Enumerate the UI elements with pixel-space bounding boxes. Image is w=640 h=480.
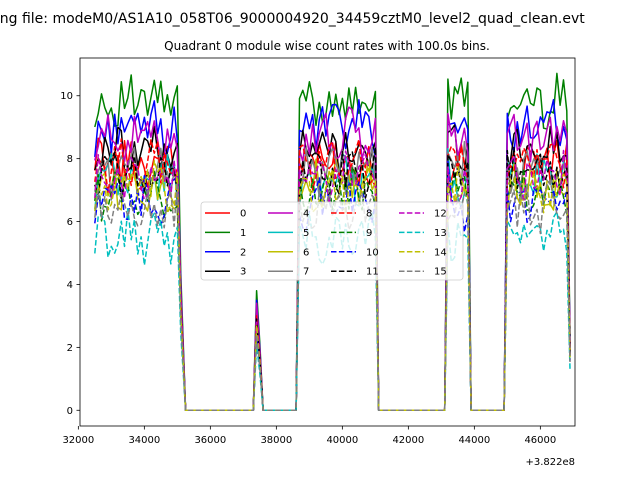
- figure-suptitle: Plotting file: modeM0/AS1A10_058T06_9000…: [0, 11, 585, 27]
- x-tick-label: 42000: [392, 435, 424, 446]
- series-line-13: [94, 207, 571, 412]
- legend-label-9: 9: [366, 228, 372, 239]
- y-tick-label: 2: [67, 343, 73, 354]
- series-lines-group: [94, 72, 571, 412]
- series-line-14: [94, 159, 571, 412]
- series-line-12: [94, 149, 571, 412]
- legend-label-12: 12: [434, 209, 447, 220]
- y-tick-label: 6: [67, 217, 73, 228]
- legend-label-5: 5: [303, 228, 309, 239]
- y-tick-label: 10: [60, 91, 73, 102]
- x-tick-label: 46000: [524, 435, 556, 446]
- legend-label-6: 6: [303, 247, 309, 258]
- series-line-2: [94, 98, 571, 412]
- series-line-15: [94, 179, 571, 412]
- axes-title: Quadrant 0 module wise count rates with …: [164, 39, 490, 53]
- legend-frame: [200, 201, 464, 281]
- legend-label-14: 14: [434, 247, 447, 258]
- y-tick-label: 8: [67, 154, 73, 165]
- y-tick-label: 0: [67, 406, 73, 417]
- x-tick-label: 40000: [326, 435, 358, 446]
- legend-label-3: 3: [240, 267, 246, 278]
- x-tick-label: 38000: [260, 435, 292, 446]
- legend-label-0: 0: [240, 209, 246, 220]
- legend-label-15: 15: [434, 267, 447, 278]
- legend-label-4: 4: [303, 209, 309, 220]
- x-tick-label: 32000: [62, 435, 94, 446]
- legend-label-2: 2: [240, 247, 246, 258]
- legend-label-11: 11: [366, 267, 379, 278]
- series-line-3: [94, 124, 571, 412]
- x-tick-label: 36000: [194, 435, 226, 446]
- y-tick-label: 4: [67, 280, 73, 291]
- legend-label-13: 13: [434, 228, 447, 239]
- legend-label-10: 10: [366, 247, 379, 258]
- x-offset-label: +3.822e8: [525, 457, 575, 468]
- legend-label-7: 7: [303, 267, 309, 278]
- axes-frame: [79, 57, 576, 427]
- series-line-4: [94, 106, 571, 412]
- plot-area: 32000 34000 36000 38000 40000 42000 44000 46000…: [60, 57, 576, 446]
- legend-label-8: 8: [366, 209, 372, 220]
- x-tick-label: 44000: [458, 435, 490, 446]
- legend-label-1: 1: [240, 228, 246, 239]
- x-tick-label: 34000: [128, 435, 160, 446]
